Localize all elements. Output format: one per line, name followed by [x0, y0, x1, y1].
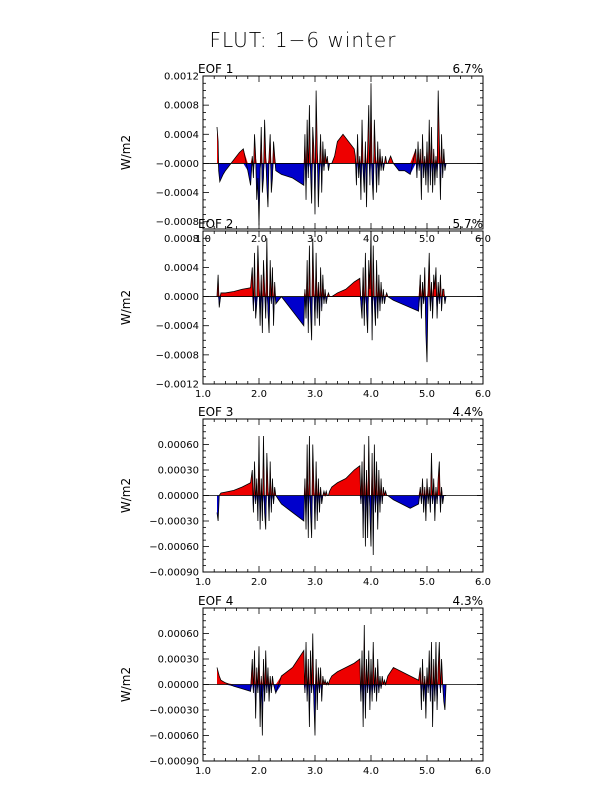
y-tick-label: 0.0012	[164, 72, 199, 83]
eof-panel-1: 1.02.03.04.05.06.0−0.0008−0.0004−0.00000…	[119, 62, 491, 245]
variance-label: 4.4%	[453, 405, 484, 419]
y-tick-label: 0.0004	[164, 130, 199, 141]
variance-label: 5.7%	[453, 217, 484, 231]
eof-panels: 1.0 2.0 3.0 4.0 5.0 6.0 −0.0008 −0.0004 −0.0000 0…	[119, 62, 491, 777]
x-tick-label: 3.0	[307, 234, 323, 245]
x-tick-label: 2.0	[251, 577, 267, 588]
x-tick-label: 3.0	[307, 389, 323, 400]
y-tick-label: −0.0008	[156, 217, 199, 228]
y-tick-label: 0.0008	[164, 101, 199, 112]
y-tick-label: 0.00060	[158, 629, 199, 640]
y-tick-label: −0.00060	[149, 542, 199, 553]
plot-frame	[202, 75, 484, 230]
y-tick-label: −0.0004	[156, 188, 199, 199]
negative-area	[217, 495, 447, 555]
y-tick-label: −0.0000	[156, 159, 199, 170]
y-tick-label: 0.00030	[158, 466, 199, 477]
negative-area	[217, 296, 447, 363]
y-tick-label: −0.0008	[156, 350, 199, 361]
page-title: FLUT: 1−6 winter	[210, 28, 397, 52]
x-tick-label: 6.0	[475, 577, 491, 588]
x-tick-label: 1.0	[195, 389, 211, 400]
x-tick-label: 5.0	[419, 234, 435, 245]
x-tick-label: 1.0	[195, 766, 211, 777]
y-tick-label: 0.00030	[158, 655, 199, 666]
y-tick-label: 0.0000	[164, 292, 199, 303]
x-tick-label: 4.0	[363, 389, 379, 400]
y-tick-label: 0.0008	[164, 234, 199, 245]
y-tick-label: 0.00000	[158, 680, 199, 691]
x-tick-label: 2.0	[251, 766, 267, 777]
y-axis-label: W/m2	[119, 667, 133, 702]
x-tick-label: 4.0	[363, 577, 379, 588]
x-tick-label: 5.0	[419, 766, 435, 777]
eof-panel-2: 1.0 2.0 3.0 4.0 5.0 6.0 −0.0012 −0.0008 −0.0004 0…	[119, 217, 491, 400]
variance-label: 6.7%	[453, 62, 484, 76]
x-tick-label: 5.0	[419, 577, 435, 588]
x-tick-label: 3.0	[307, 766, 323, 777]
panel-label: EOF 3	[198, 405, 233, 419]
plot-frame	[202, 230, 484, 385]
x-tick-label: 1.0	[195, 577, 211, 588]
x-tick-label: 2.0	[251, 234, 267, 245]
x-tick-label: 4.0	[363, 766, 379, 777]
x-tick-label: 5.0	[419, 389, 435, 400]
panel-label: EOF 4	[198, 594, 233, 608]
y-tick-label: −0.00030	[149, 517, 199, 528]
positive-area	[217, 83, 447, 164]
x-tick-label: 2.0	[251, 389, 267, 400]
y-tick-label: −0.00090	[149, 568, 199, 579]
y-axis-label: W/m2	[119, 478, 133, 513]
eof-panel-4: 1.0 2.0 3.0 4.0 5.0 6.0 −0.00090 −0.00060 −0.000…	[119, 594, 491, 777]
y-tick-label: −0.00030	[149, 706, 199, 717]
x-tick-label: 6.0	[475, 389, 491, 400]
negative-area	[217, 684, 447, 736]
eof-panel-3: 1.0 2.0 3.0 4.0 5.0 6.0 −0.00090 −0.00060 −0.000…	[119, 405, 491, 588]
positive-area	[217, 436, 447, 496]
y-tick-label: −0.00090	[149, 757, 199, 768]
x-tick-label: 3.0	[307, 577, 323, 588]
y-axis-label: W/m2	[119, 290, 133, 325]
y-tick-label: −0.00060	[149, 731, 199, 742]
series-line	[216, 435, 447, 556]
x-tick-label: 6.0	[475, 766, 491, 777]
series-line	[216, 231, 447, 363]
y-tick-label: 0.00000	[158, 491, 199, 502]
panel-label: EOF 2	[198, 217, 233, 231]
variance-label: 4.3%	[453, 594, 484, 608]
series-line	[216, 624, 447, 736]
panel-label: EOF 1	[198, 62, 233, 76]
y-tick-label: −0.0004	[156, 321, 199, 332]
y-tick-label: −0.0012	[156, 380, 199, 391]
series-line	[216, 83, 447, 226]
y-tick-label: 0.0004	[164, 263, 199, 274]
y-tick-label: 0.00060	[158, 440, 199, 451]
y-axis-label: W/m2	[119, 135, 133, 170]
